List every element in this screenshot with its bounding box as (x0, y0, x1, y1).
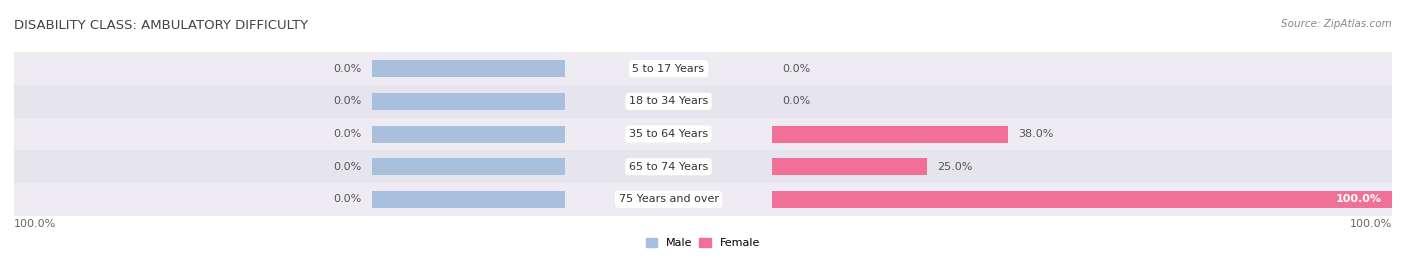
Bar (14, 118, 1392, 150)
Text: 75 Years and over: 75 Years and over (619, 194, 718, 204)
Text: DISABILITY CLASS: AMBULATORY DIFFICULTY: DISABILITY CLASS: AMBULATORY DIFFICULTY (14, 19, 308, 32)
Text: 0.0%: 0.0% (333, 96, 361, 106)
Bar (373, 93, 565, 110)
Legend: Male, Female: Male, Female (641, 234, 765, 253)
Text: 0.0%: 0.0% (333, 162, 361, 172)
Text: 0.0%: 0.0% (782, 96, 810, 106)
Text: 18 to 34 Years: 18 to 34 Years (628, 96, 709, 106)
Text: 65 to 74 Years: 65 to 74 Years (628, 162, 709, 172)
Text: 0.0%: 0.0% (333, 194, 361, 204)
Text: 0.0%: 0.0% (333, 129, 361, 139)
Bar (373, 158, 565, 175)
Bar (373, 60, 565, 77)
Bar (373, 126, 565, 143)
Text: 100.0%: 100.0% (1350, 219, 1392, 229)
Bar (14, 85, 1392, 118)
Text: 0.0%: 0.0% (333, 64, 361, 74)
Bar (772, 191, 1392, 208)
Bar (772, 126, 1008, 143)
Text: 100.0%: 100.0% (14, 219, 56, 229)
Text: 100.0%: 100.0% (1336, 194, 1382, 204)
Bar (14, 183, 1392, 216)
Text: 25.0%: 25.0% (938, 162, 973, 172)
Text: 5 to 17 Years: 5 to 17 Years (633, 64, 704, 74)
Text: Source: ZipAtlas.com: Source: ZipAtlas.com (1281, 19, 1392, 29)
Bar (14, 150, 1392, 183)
Text: 0.0%: 0.0% (782, 64, 810, 74)
Text: 35 to 64 Years: 35 to 64 Years (628, 129, 709, 139)
Bar (772, 158, 927, 175)
Bar (373, 191, 565, 208)
Bar (14, 52, 1392, 85)
Text: 38.0%: 38.0% (1018, 129, 1053, 139)
